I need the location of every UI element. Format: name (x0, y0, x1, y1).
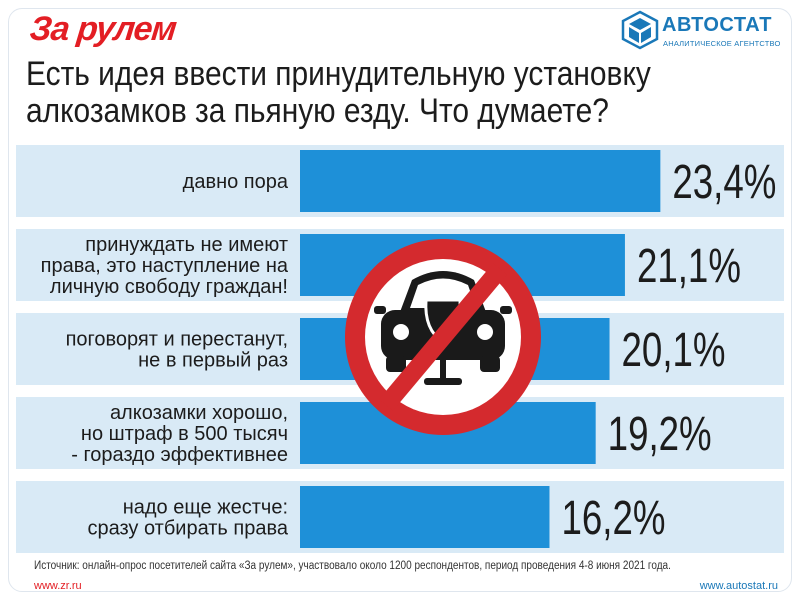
value-label: 16,2% (561, 492, 665, 545)
value-label: 23,4% (672, 156, 776, 209)
category-label-line: принуждать не имеют (85, 234, 288, 256)
category-label-line: алкозамки хорошо, (110, 402, 288, 424)
footer-zr-link[interactable]: www.zr.ru (34, 580, 82, 592)
category-label: принуждать не имеют права, это наступлени… (41, 234, 289, 298)
no-drunk-driving-sign-icon (345, 239, 541, 435)
category-label-line: не в первый раз (138, 350, 288, 372)
footer-source-note: Источник: онлайн-опрос посетителей сайта… (34, 560, 671, 572)
category-label: алкозамки хорошо, но штраф в 500 тысяч - г… (71, 402, 288, 466)
chart-title-line-1: Есть идея ввести принудительную установк… (26, 55, 651, 93)
autostat-name: АВТОСТАТ (662, 14, 772, 36)
category-label: давно пора (183, 171, 289, 193)
category-label-line: личную свободу граждан! (50, 276, 288, 298)
category-label-line: надо еще жестче: (123, 497, 288, 519)
category-label: надо еще жестче: сразу отбирать права (87, 497, 288, 540)
value-label: 20,1% (622, 324, 726, 377)
bar (300, 150, 661, 212)
chart-title-line-2: алкозамков за пьяную езду. Что думаете? (26, 92, 609, 130)
category-label-line: поговорят и перестанут, (66, 329, 288, 351)
category-label: поговорят и перестанут, не в первый раз (66, 329, 288, 372)
category-label-line: давно пора (183, 171, 289, 193)
autostat-emblem-icon (621, 10, 659, 50)
value-label: 21,1% (637, 240, 741, 293)
bar (300, 486, 550, 548)
footer-autostat-link[interactable]: www.autostat.ru (699, 580, 778, 592)
category-label-line: права, это наступление на (41, 255, 289, 277)
category-label-line: сразу отбирать права (87, 518, 288, 540)
category-label-line: но штраф в 500 тысяч (81, 423, 288, 445)
chart-title: Есть идея ввести принудительную установк… (26, 56, 695, 130)
value-label: 19,2% (608, 408, 712, 461)
card-frame (8, 8, 792, 592)
category-label-line: - гораздо эффективнее (71, 444, 288, 466)
autostat-subtitle: АНАЛИТИЧЕСКОЕ АГЕНТСТВО (663, 39, 781, 48)
autostat-logo: АВТОСТАТ АНАЛИТИЧЕСКОЕ АГЕНТСТВО (620, 10, 780, 56)
